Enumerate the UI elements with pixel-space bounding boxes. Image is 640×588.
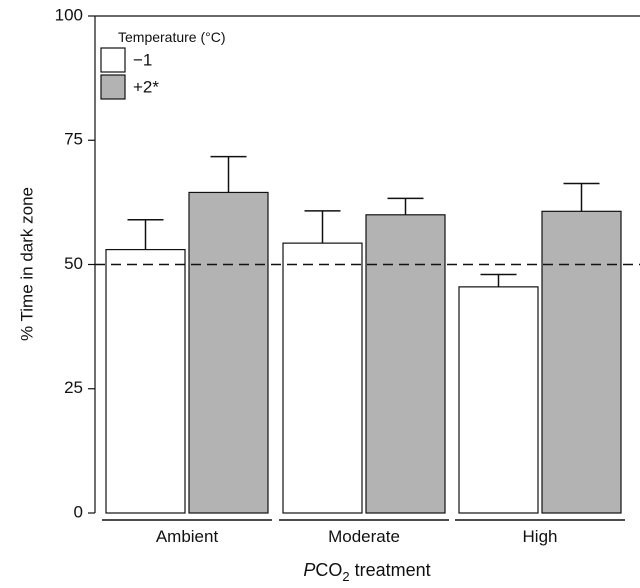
bar — [188, 191, 269, 514]
x-tick-label: Ambient — [156, 527, 219, 546]
y-tick-label: 50 — [64, 254, 83, 273]
x-label-part: treatment — [350, 560, 431, 580]
x-label-part: CO — [315, 560, 342, 580]
bar — [282, 242, 363, 514]
y-axis-label: % Time in dark zone — [17, 187, 36, 341]
x-tick-label: High — [523, 527, 558, 546]
x-label-part: 2 — [342, 569, 349, 583]
y-tick-label: 100 — [55, 5, 83, 24]
legend-title: Temperature (°C) — [118, 29, 226, 45]
bar — [541, 210, 622, 514]
legend-label: +2* — [133, 77, 159, 96]
x-label-part: P — [303, 560, 315, 580]
bar — [365, 214, 446, 514]
y-tick-label: 25 — [64, 378, 83, 397]
x-tick-label: Moderate — [328, 527, 400, 546]
y-tick-label: 75 — [64, 130, 83, 149]
legend-swatch — [100, 74, 126, 100]
bar — [458, 286, 539, 514]
bar — [105, 248, 186, 514]
legend-label: −1 — [133, 50, 152, 69]
y-tick-label: 0 — [74, 502, 83, 521]
legend-swatch — [100, 47, 126, 73]
x-axis-label: PCO2 treatment — [303, 560, 430, 583]
